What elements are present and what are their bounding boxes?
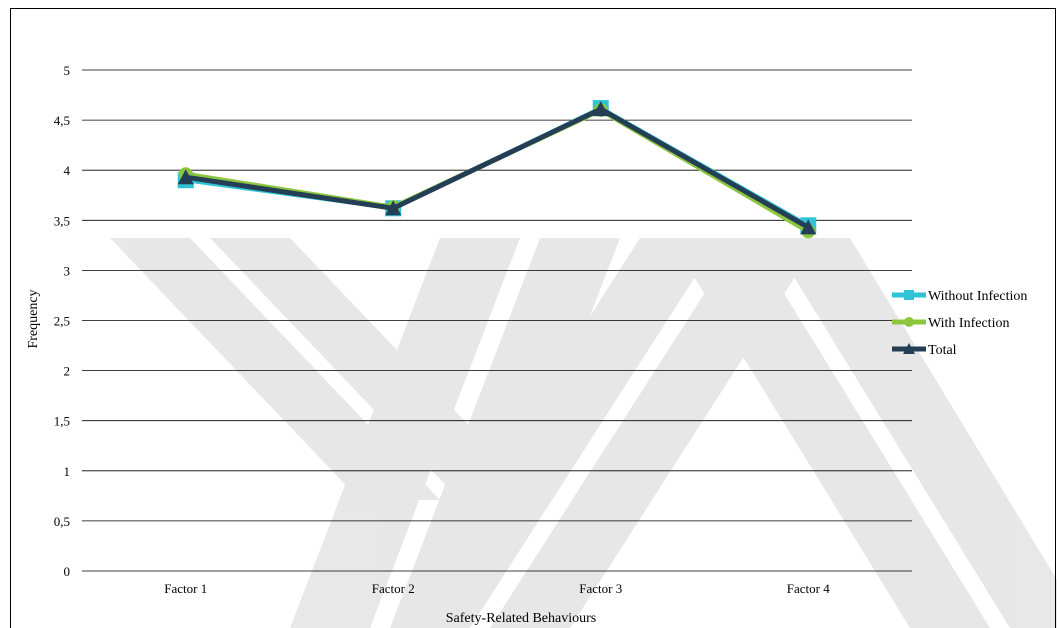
gridlines — [82, 69, 912, 572]
series-layer — [177, 100, 817, 239]
legend-label: Total — [928, 343, 957, 358]
x-axis-ticks: Factor 1 Factor 2 Factor 3 Factor 4 — [164, 581, 830, 596]
y-tick-label: 1 — [64, 464, 71, 479]
y-tick-label: 2,5 — [54, 314, 70, 329]
x-axis-title: Safety-Related Behaviours — [446, 611, 596, 626]
series-with-infection — [178, 103, 816, 239]
legend: Without Infection With Infection Total — [892, 289, 1027, 358]
marker-triangle — [592, 101, 609, 117]
chart-frame — [10, 8, 1056, 628]
y-tick-label: 3,5 — [54, 213, 70, 228]
marker-triangle — [177, 169, 194, 185]
marker-circle — [904, 317, 914, 327]
series-line — [185, 106, 810, 230]
legend-item: Without Infection — [892, 289, 1027, 304]
legend-item: Total — [892, 343, 957, 358]
y-tick-label: 1,5 — [54, 414, 70, 429]
marker-triangle — [903, 343, 915, 354]
y-tick-label: 4 — [64, 163, 71, 178]
y-axis-title: Frequency — [26, 289, 41, 348]
y-tick-label: 2 — [64, 364, 71, 379]
x-tick-label: Factor 3 — [579, 581, 622, 596]
legend-item: With Infection — [892, 316, 1009, 331]
marker-triangle — [385, 200, 402, 216]
marker-square — [904, 290, 914, 300]
series-total — [177, 101, 817, 235]
marker-triangle — [800, 219, 817, 235]
x-tick-label: Factor 2 — [372, 581, 415, 596]
y-tick-label: 0 — [64, 564, 71, 579]
legend-label: With Infection — [928, 316, 1009, 331]
x-tick-label: Factor 4 — [787, 581, 830, 596]
y-tick-label: 4,5 — [54, 113, 70, 128]
y-axis-ticks: 0 0,5 1 1,5 2 2,5 3 3,5 4 4,5 5 — [54, 63, 71, 579]
series-line — [185, 106, 810, 228]
y-tick-label: 0,5 — [54, 514, 70, 529]
watermark — [110, 238, 1057, 628]
y-tick-label: 3 — [64, 263, 71, 278]
legend-label: Without Infection — [928, 289, 1027, 304]
y-tick-label: 5 — [64, 63, 71, 78]
x-tick-label: Factor 1 — [164, 581, 207, 596]
